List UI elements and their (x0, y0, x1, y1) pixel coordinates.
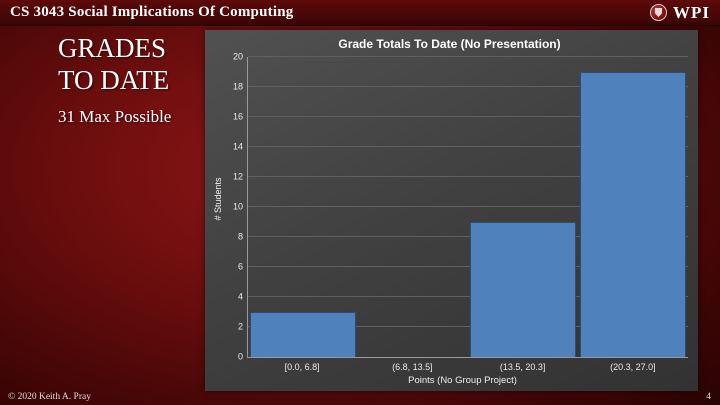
chart-panel: Grade Totals To Date (No Presentation) #… (205, 30, 698, 391)
wpi-logo-text: WPI (673, 2, 710, 22)
x-tick-row: [0.0, 6.8] (6.8, 13.5] (13.5, 20.3] (20.3, … (247, 358, 688, 373)
bar-2 (470, 222, 576, 357)
wpi-logo: WPI (650, 3, 710, 23)
page-number: 4 (706, 392, 711, 402)
gridline (248, 116, 688, 117)
y-tick-label: 6 (237, 261, 243, 272)
y-tick-label: 12 (232, 171, 243, 182)
gridline (248, 146, 688, 147)
slide-title-line1: GRADES (58, 33, 167, 63)
y-tick-label: 14 (232, 141, 243, 152)
gridline (248, 296, 688, 297)
x-tick-label-1: (6.8, 13.5] (392, 362, 433, 372)
bar-3 (580, 72, 686, 357)
y-tick-label: 2 (237, 321, 243, 332)
gridline (248, 86, 688, 87)
y-tick-label: 16 (232, 111, 243, 122)
header-title: CS 3043 Social Implications Of Computing (10, 4, 294, 20)
y-axis-label: # Students (213, 177, 223, 221)
x-tick-label-0: [0.0, 6.8] (284, 362, 320, 372)
header-bar: CS 3043 Social Implications Of Computing… (0, 0, 720, 26)
x-axis-label: Points (No Group Project) (408, 375, 517, 386)
wpi-shield-icon (650, 4, 667, 21)
x-tick-label-2: (13.5, 20.3] (499, 362, 546, 372)
y-tick-label: 8 (237, 231, 243, 242)
gridline (248, 56, 688, 57)
slide-subtitle: 31 Max Possible (58, 107, 172, 126)
gridline (248, 266, 688, 267)
y-tick-label: 18 (232, 81, 243, 92)
chart-title: Grade Totals To Date (No Presentation) (338, 37, 561, 51)
slide-title-line2: TO DATE (58, 64, 170, 95)
gridline (248, 176, 688, 177)
bar-0 (250, 312, 356, 357)
y-tick-label: 4 (237, 291, 243, 302)
gridline (248, 326, 688, 327)
wpi-shield-emblem (655, 8, 662, 17)
plot-col: 0 2 4 6 8 10 12 14 16 18 20 [0.0, 6.8] (6.8, 13.5] (… (233, 52, 688, 373)
gridline (248, 206, 688, 207)
copyright-text: © 2020 Keith A. Pray (8, 392, 91, 402)
slide-title: GRADES TO DATE (58, 33, 169, 97)
y-tick-label: 10 (232, 201, 243, 212)
chart-body: # Students 0 2 4 6 8 10 12 14 16 18 20 [0.0, 6.8] (… (211, 52, 688, 373)
plot-area: 0 2 4 6 8 10 12 14 16 18 20 (233, 52, 688, 361)
x-tick-label-3: (20.3, 27.0] (610, 362, 656, 372)
y-tick-label: 0 (237, 351, 243, 362)
y-axis-label-col: # Students (211, 57, 225, 373)
gridline (248, 236, 688, 237)
y-tick-label: 20 (232, 51, 243, 62)
